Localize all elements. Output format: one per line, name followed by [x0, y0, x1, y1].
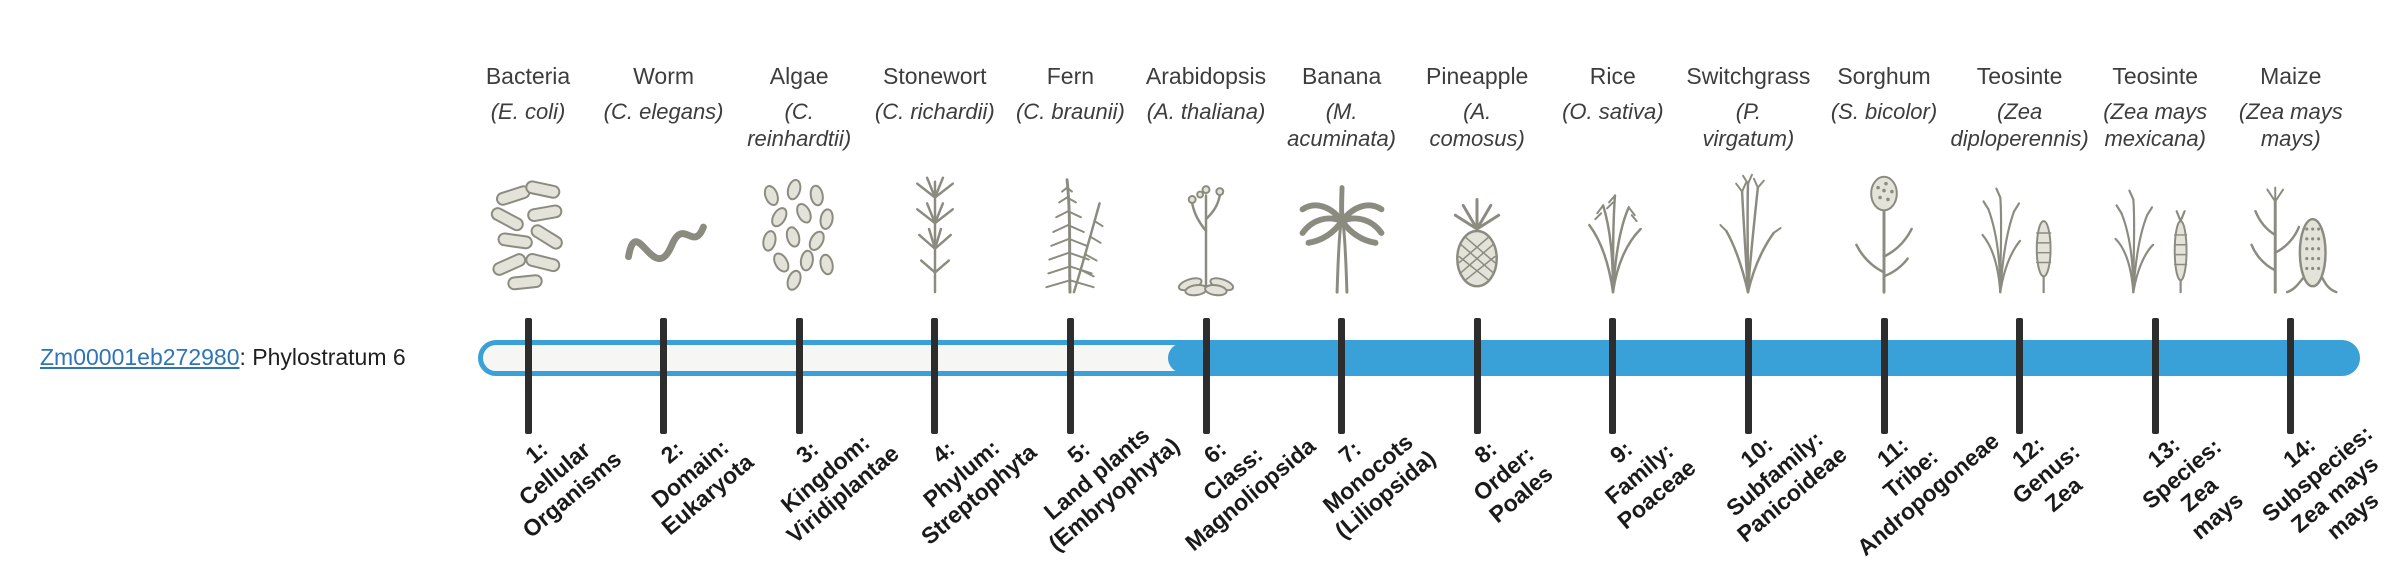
phylostratum-tick [931, 318, 939, 434]
organism-scientific-name: (C. braunii) [1015, 99, 1125, 124]
phylostratum-tick [1066, 318, 1074, 434]
gene-id-link[interactable]: Zm00001eb272980 [40, 344, 240, 370]
gene-phylostratum-text: : Phylostratum 6 [239, 344, 406, 370]
sorghum-icon [1829, 162, 1939, 300]
phylostratum-axis-label: 11: Tribe: Andropogoneae [1851, 427, 2004, 561]
organism-common-name: Worm [633, 63, 695, 89]
organism-scientific-name: (C. elegans) [603, 99, 724, 124]
worm-icon [609, 162, 719, 300]
organism-common-name: Algae [769, 63, 829, 89]
organism-scientific-name: (C. richardii) [874, 99, 995, 124]
phylostratum-axis-label: 5: Land plants (Embryophyta) [1038, 421, 1185, 557]
banana-icon [1287, 162, 1397, 300]
rice-icon [1558, 162, 1668, 300]
organism-scientific-name: (E. coli) [490, 99, 566, 124]
phylostratum-tick [1609, 318, 1617, 434]
phylostratum-bar-fill [1168, 343, 2357, 373]
organism-common-name: Banana [1301, 63, 1382, 89]
stonewort-icon [880, 162, 990, 300]
fern-icon [1015, 162, 1125, 300]
phylostratum-tick [1880, 318, 1888, 434]
phylostratum-tick [1744, 318, 1752, 434]
organism-column: Rice (O. sativa) [1513, 62, 1713, 300]
algae-icon [744, 162, 854, 300]
phylostratum-tick [2016, 318, 2024, 434]
organism-common-name: Switchgrass [1686, 63, 1811, 89]
organism-common-name: Bacteria [485, 63, 571, 89]
switchgrass-icon [1693, 162, 1803, 300]
organism-scientific-name: (Zea mays mays) [2238, 99, 2343, 151]
phylostratum-axis-label: 2: Domain: Eukaryota [646, 433, 759, 540]
organism-scientific-name: (A. comosus) [1429, 99, 1525, 151]
teosinte-mexicana-icon [2100, 162, 2210, 300]
organism-column: Algae (C. reinhardtii) [699, 62, 899, 300]
organism-column: Stonewort (C. richardii) [835, 62, 1035, 300]
organism-scientific-name: (P. virgatum) [1702, 99, 1795, 151]
organism-column: Teosinte (Zea mays mexicana) [2055, 62, 2255, 300]
phylostratum-axis-label: 6: Class: Magnoliopsida [1179, 432, 1320, 556]
organism-scientific-name: (A. thaliana) [1146, 99, 1266, 124]
organism-column: Sorghum (S. bicolor) [1784, 62, 1984, 300]
phylostratum-tick [524, 318, 532, 434]
phylostratum-axis-label: 1: Cellular Organisms [513, 435, 627, 543]
organism-common-name: Arabidopsis [1145, 63, 1267, 89]
organism-column: Switchgrass (P. virgatum) [1648, 62, 1848, 300]
phylostratum-tick [660, 318, 668, 434]
organism-scientific-name: (S. bicolor) [1830, 99, 1938, 124]
phylostratum-tick [1338, 318, 1346, 434]
maize-icon [2236, 162, 2346, 300]
organism-column: Banana (M. acuminata) [1242, 62, 1442, 300]
organism-scientific-name: (C. reinhardtii) [747, 99, 852, 151]
phylostratum-axis-label: 4: Phylum: Streptophyta [915, 433, 1042, 550]
organism-common-name: Teosinte [1976, 63, 2063, 89]
organism-common-name: Maize [2260, 63, 2322, 89]
phylostratum-axis-label: 12: Genus: Zea [2006, 431, 2087, 517]
organism-column: Bacteria (E. coli) [428, 62, 628, 300]
phylostratum-axis-label: 14: Subspecies: Zea mays mays [2256, 419, 2384, 545]
organism-scientific-name: (M. acuminata) [1287, 99, 1397, 151]
bacteria-icon [473, 162, 583, 300]
arabidopsis-icon [1151, 162, 1261, 300]
organism-common-name: Fern [1046, 63, 1095, 89]
organism-common-name: Stonewort [883, 63, 987, 89]
organism-scientific-name: (O. sativa) [1562, 99, 1664, 124]
organism-column: Arabidopsis (A. thaliana) [1106, 62, 1306, 300]
organism-common-name: Sorghum [1837, 63, 1931, 89]
phylostratum-axis-label: 10: Subfamily: Panicoideae [1721, 425, 1852, 548]
phylostratum-tick [1473, 318, 1481, 434]
organism-common-name: Teosinte [2112, 63, 2199, 89]
teosinte-diploperennis-icon [1965, 162, 2075, 300]
gene-label: Zm00001eb272980: Phylostratum 6 [40, 344, 406, 371]
pineapple-icon [1422, 162, 1532, 300]
organism-scientific-name: (Zea mays mexicana) [2103, 99, 2208, 151]
phylostratum-bar-track [478, 340, 2360, 376]
organism-column: Maize (Zea mays mays) [2191, 62, 2391, 300]
phylostratum-axis-label: 8: Order: Poales [1467, 435, 1558, 529]
organism-column: Teosinte (Zea diploperennis) [1920, 62, 2120, 300]
organism-column: Fern (C. braunii) [970, 62, 1170, 300]
phylostratum-axis-label: 3: Kingdom: Viridiplantae [775, 428, 905, 549]
phylostratum-tick [795, 318, 803, 434]
phylostratum-axis-label: 7: Monocots (Liliopsida) [1317, 428, 1441, 544]
organism-column: Worm (C. elegans) [564, 62, 764, 300]
organism-common-name: Pineapple [1426, 63, 1529, 89]
phylostratum-tick [2287, 318, 2295, 434]
phylostratum-axis-label: 9: Family: Poaceae [1599, 435, 1701, 535]
phylostratum-tick [1202, 318, 1210, 434]
organism-common-name: Rice [1589, 63, 1636, 89]
phylostratum-tick [2151, 318, 2159, 434]
organism-scientific-name: (Zea diploperennis) [1950, 99, 2089, 151]
organism-column: Pineapple (A. comosus) [1377, 62, 1577, 300]
